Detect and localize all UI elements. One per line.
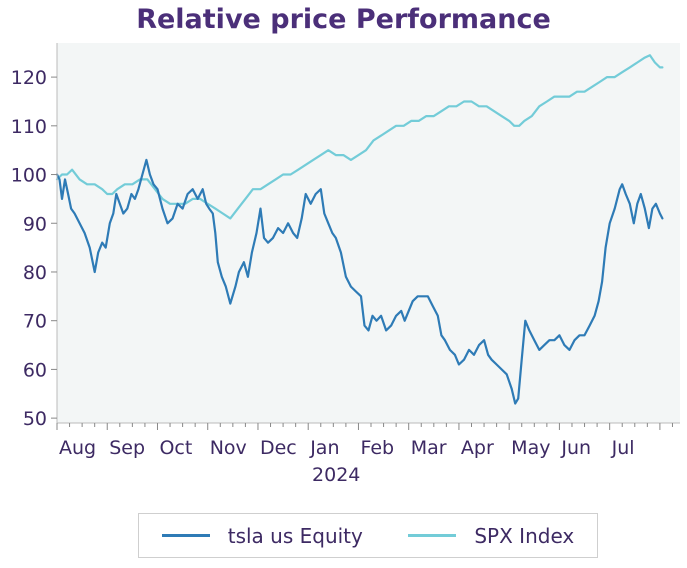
legend-item-tsla: tsla us Equity <box>161 523 363 548</box>
y-tick-label: 120 <box>11 67 47 89</box>
chart-title: Relative price Performance <box>136 4 551 35</box>
legend-swatch-tsla <box>161 534 210 537</box>
x-tick-label: Jun <box>560 437 591 459</box>
x-tick-label: Dec <box>260 437 297 459</box>
series-layer <box>55 54 664 405</box>
x-tick-label: Aug <box>59 437 96 459</box>
y-tick-label: 100 <box>11 165 47 187</box>
y-tick-label: 90 <box>23 213 47 235</box>
series-line-spx <box>55 54 664 220</box>
series-line-tsla <box>55 158 664 405</box>
legend: tsla us Equity SPX Index <box>138 513 598 558</box>
x-tick-label: May <box>511 437 550 459</box>
legend-item-spx: SPX Index <box>408 524 574 548</box>
x-year-label: 2024 <box>312 464 360 486</box>
axis-layer: 50 60 70 80 90 100 110 120 Aug Sep Oct Nov Dec Jan Feb… <box>11 43 680 486</box>
x-tick-label: Jan <box>309 437 339 459</box>
x-tick-label: Apr <box>461 437 494 459</box>
x-tick-label: Oct <box>159 437 192 459</box>
legend-label-spx: SPX Index <box>474 523 575 548</box>
x-tick-label: Jul <box>611 437 635 459</box>
y-tick-label: 80 <box>23 262 47 284</box>
legend-label-tsla: tsla us Equity <box>227 523 363 548</box>
y-tick-label: 60 <box>23 359 47 381</box>
legend-swatch-spx <box>408 534 457 537</box>
plot-area <box>57 43 680 423</box>
y-tick-label: 110 <box>11 116 47 138</box>
y-tick-label: 70 <box>23 311 47 333</box>
x-tick-label: Sep <box>109 437 145 459</box>
y-tick-label: 50 <box>23 408 47 430</box>
x-tick-label: Nov <box>210 437 247 459</box>
x-tick-label: Mar <box>411 437 447 459</box>
x-tick-label: Feb <box>360 437 394 459</box>
